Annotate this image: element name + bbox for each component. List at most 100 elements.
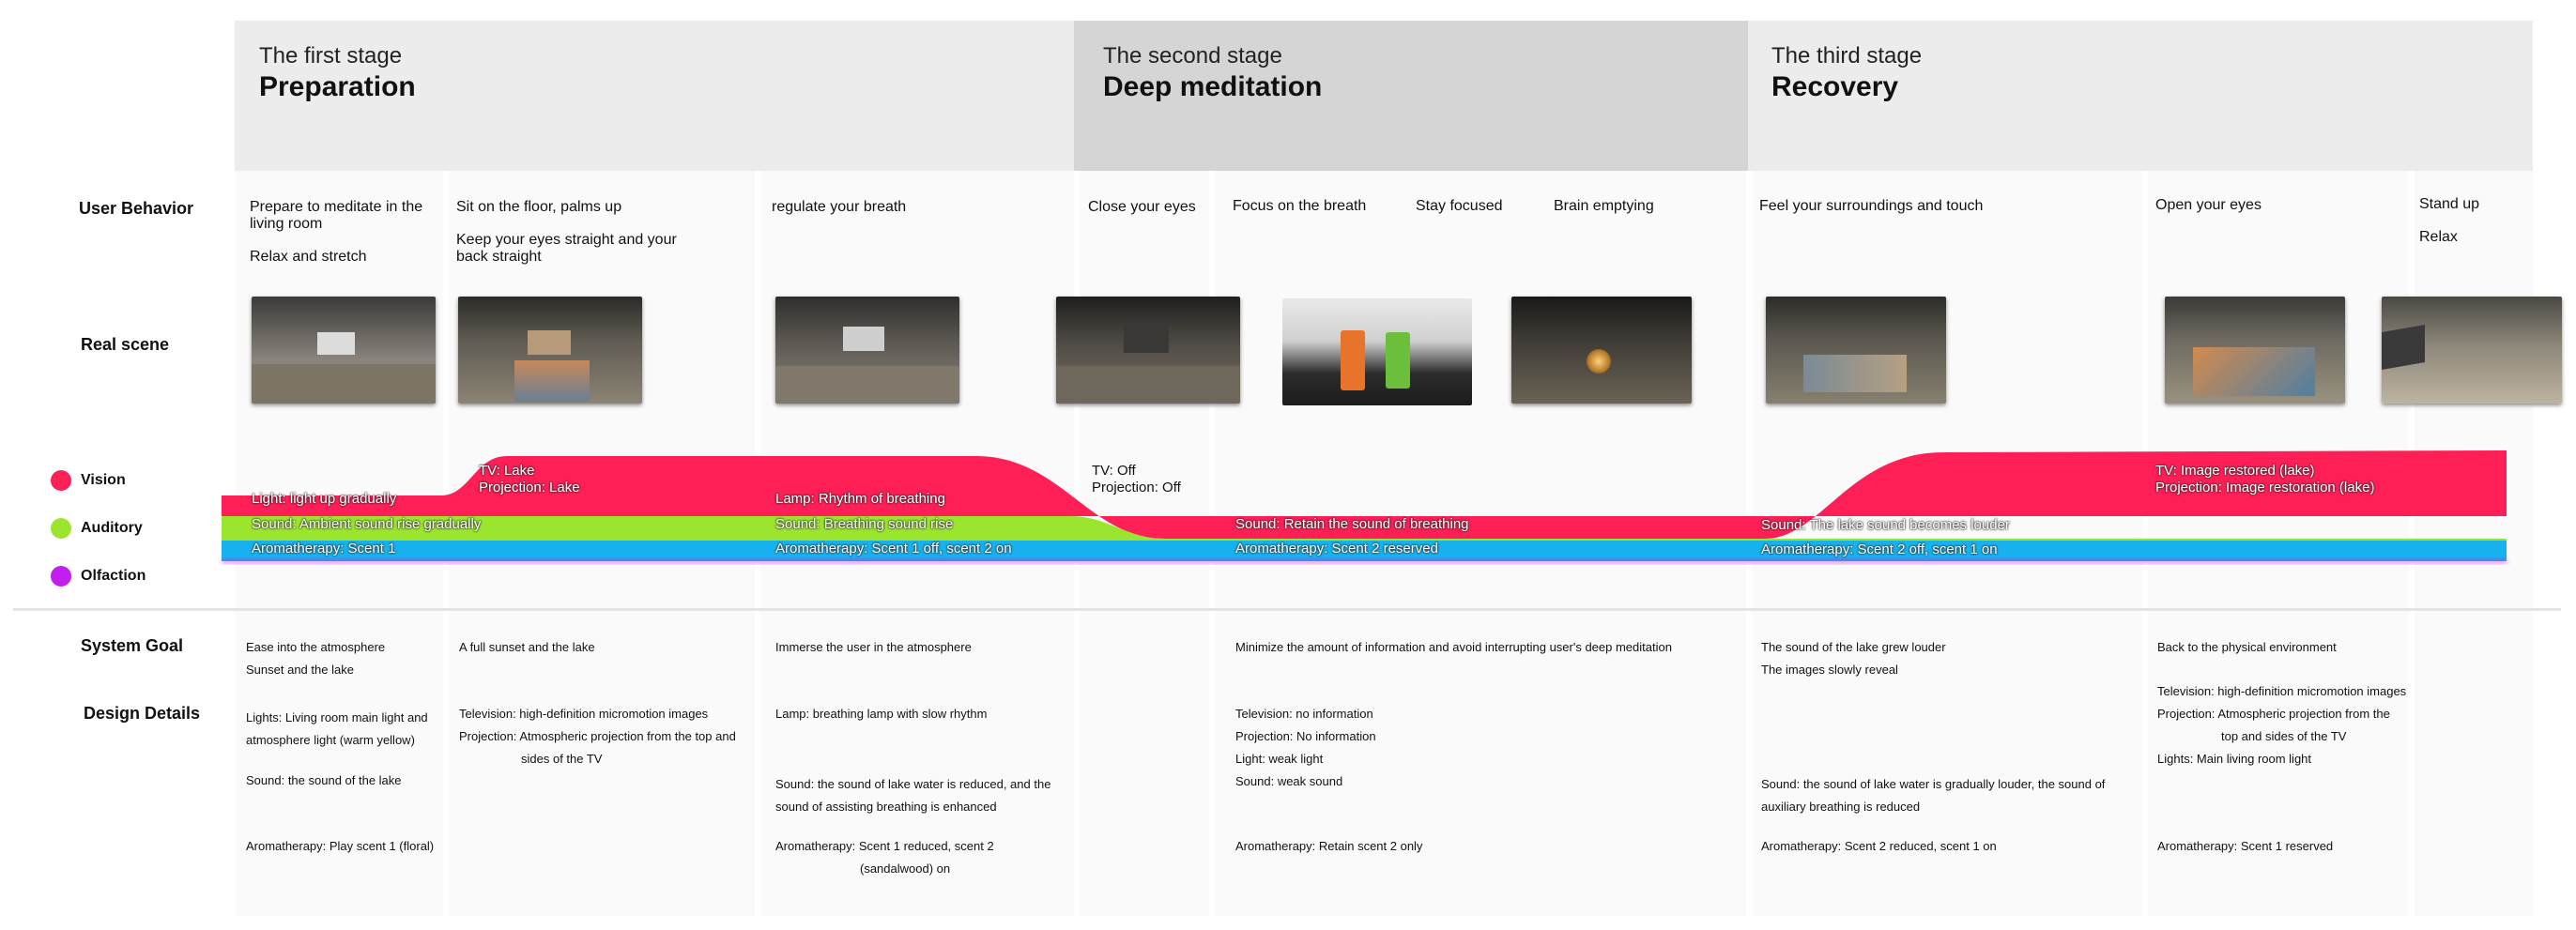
vision-label: TV: Lake [479, 463, 535, 479]
detail-text: (sandalwood) on [860, 861, 951, 876]
detail-text: Projection: No information [1235, 729, 1376, 743]
behavior-text: Close your eyes [1088, 199, 1196, 215]
section-divider [13, 608, 2561, 611]
olfaction-label: Aromatherapy: Scent 1 [252, 541, 396, 556]
auditory-label: Sound: Breathing sound rise [775, 516, 954, 532]
goal-text: Ease into the atmosphere [246, 640, 386, 654]
floor-shape [252, 364, 436, 404]
detail-text: Lamp: breathing lamp with slow rhythm [775, 707, 988, 721]
vision-label: TV: Off [1092, 463, 1136, 479]
stage-subtitle: The third stage [1771, 43, 1923, 69]
vision-label: Projection: Image restoration (lake) [2155, 480, 2375, 495]
lake-projection-shape [514, 360, 590, 402]
detail-text: Sound: the sound of the lake [246, 773, 402, 787]
vision-label: Light: light up gradually [252, 491, 397, 507]
vision-label: Projection: Lake [479, 480, 580, 495]
row-label-design-details: Design Details [84, 704, 201, 723]
floor-shape [775, 366, 959, 404]
olfaction-label: Aromatherapy: Scent 2 reserved [1235, 541, 1438, 556]
lake-projection-shape [1803, 355, 1907, 392]
behavior-text: Relax and stretch [250, 249, 367, 265]
detail-text: Aromatherapy: Scent 1 reduced, scent 2 [775, 839, 994, 853]
goal-text: Minimize the amount of information and a… [1235, 640, 1672, 654]
lamp-dark-render-image [1511, 297, 1692, 404]
goal-text: Immerse the user in the atmosphere [775, 640, 972, 654]
detail-text: sides of the TV [521, 752, 603, 766]
tv-shape [317, 332, 355, 355]
goal-text: The images slowly reveal [1761, 663, 1898, 677]
vision-label: Lamp: Rhythm of breathing [775, 491, 945, 507]
lake-projection-shape [2193, 347, 2315, 396]
detail-text: Television: high-definition micromotion … [2157, 684, 2407, 698]
lamp-glow-shape [1587, 349, 1611, 374]
aroma-device-photo-image [1282, 298, 1472, 405]
detail-text: Sound: the sound of lake water is reduce… [775, 777, 1051, 814]
stage-subtitle: The first stage [259, 43, 403, 69]
stage-header-preparation [235, 21, 1074, 171]
olfaction-label: Aromatherapy: Scent 1 off, scent 2 on [775, 541, 1012, 556]
behavior-text: Stand up [2419, 196, 2480, 212]
behavior-text: Focus on the breath [1233, 198, 1367, 214]
stage-title: Recovery [1771, 71, 1899, 102]
tv-shape [528, 330, 571, 355]
legend-label: Auditory [81, 520, 143, 536]
auditory-legend-dot [51, 518, 71, 539]
detail-text: Projection: Atmospheric projection from … [2157, 707, 2390, 721]
goal-text: Sunset and the lake [246, 663, 354, 677]
stage-title: Preparation [259, 71, 416, 102]
auditory-band [222, 516, 2507, 541]
lamp-room-render-image [775, 297, 959, 404]
tv-shape [843, 327, 884, 351]
detail-text: Sound: weak sound [1235, 774, 1343, 788]
floor-shape [1056, 366, 1240, 404]
detail-text: Aromatherapy: Retain scent 2 only [1235, 839, 1423, 853]
tv-lake-render-image [458, 297, 642, 404]
behavior-text: Feel your surroundings and touch [1759, 198, 1984, 214]
row-label-user-behavior: User Behavior [79, 199, 194, 218]
behavior-text: Keep your eyes straight and your back st… [456, 232, 677, 265]
stage-header-recovery [1748, 21, 2533, 171]
detail-text: Aromatherapy: Scent 2 reduced, scent 1 o… [1761, 839, 1997, 853]
green-diffuser-shape [1386, 332, 1410, 389]
tv-shape [1124, 325, 1169, 353]
living-room-bright-render-image [2382, 297, 2562, 404]
detail-text: Aromatherapy: Play scent 1 (floral) [246, 839, 435, 853]
behavior-text: Brain emptying [1554, 198, 1654, 214]
legend-label: Olfaction [81, 568, 146, 584]
vision-label: TV: Image restored (lake) [2155, 463, 2315, 479]
detail-text: Lights: Living room main light and atmos… [246, 710, 428, 747]
behavior-text: Relax [2419, 229, 2458, 245]
detail-text: Aromatherapy: Scent 1 reserved [2157, 839, 2334, 853]
goal-text: Back to the physical environment [2157, 640, 2337, 654]
detail-text: Sound: the sound of lake water is gradua… [1761, 777, 2106, 814]
stage-subtitle: The second stage [1103, 43, 1282, 69]
detail-text: top and sides of the TV [2221, 729, 2347, 743]
detail-text: Lights: Main living room light [2157, 752, 2312, 766]
behavior-text: Stay focused [1416, 198, 1503, 214]
vision-band [222, 450, 2507, 539]
behavior-text: Open your eyes [2155, 197, 2262, 213]
lake-floor-render-image [1766, 297, 1946, 404]
goal-text: A full sunset and the lake [459, 640, 595, 654]
dark-room-render-image [1056, 297, 1240, 404]
detail-text: Television: no information [1235, 707, 1373, 721]
stage-header-deep-meditation [1074, 21, 1748, 171]
detail-text: Television: high-definition micromotion … [459, 707, 709, 721]
vision-label: Projection: Off [1092, 480, 1181, 495]
row-label-real-scene: Real scene [81, 335, 170, 354]
goal-text: The sound of the lake grew louder [1761, 640, 1946, 654]
legend-label: Vision [81, 472, 126, 488]
orange-diffuser-shape [1341, 330, 1365, 390]
olfaction-glow [222, 559, 2507, 563]
olfaction-label: Aromatherapy: Scent 2 off, scent 1 on [1761, 541, 1998, 557]
lake-restored-render-image [2165, 297, 2345, 404]
behavior-text: Sit on the floor, palms up [456, 199, 622, 215]
olfaction-band [222, 541, 2507, 561]
vision-legend-dot [51, 470, 71, 491]
auditory-label: Sound: Retain the sound of breathing [1235, 516, 1469, 532]
behavior-text: Prepare to meditate in the living room [250, 199, 423, 232]
living-room-render-image [252, 297, 436, 404]
row-label-system-goal: System Goal [81, 636, 184, 655]
detail-text: Projection: Atmospheric projection from … [459, 729, 736, 743]
